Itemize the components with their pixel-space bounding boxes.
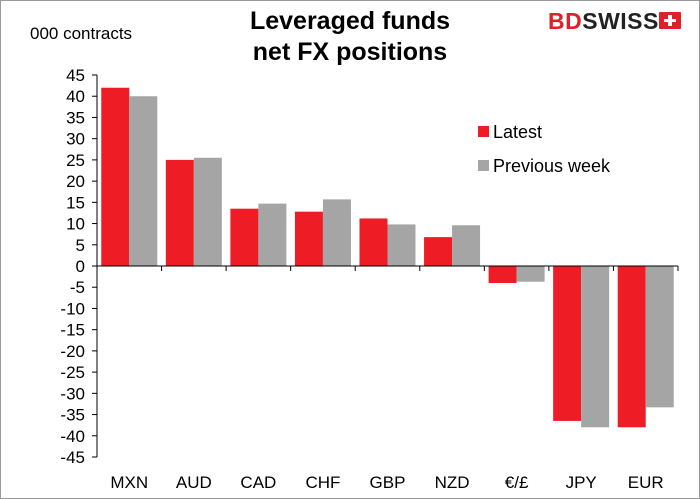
bar-gbp-previous <box>387 224 416 266</box>
y-tick-label: -15 <box>60 321 85 340</box>
bar-jpy-previous <box>581 266 610 428</box>
x-category-label: €/£ <box>505 473 529 492</box>
swiss-flag-icon <box>659 12 681 29</box>
y-tick-label: 15 <box>66 193 85 212</box>
y-tick-label: -10 <box>60 299 85 318</box>
bar-mxn-latest <box>101 87 130 266</box>
brand-logo: BDSWISS <box>548 8 659 35</box>
bar-jpy-latest <box>553 266 582 421</box>
legend-label-latest: Latest <box>493 122 542 142</box>
title-line-2: net FX positions <box>252 38 448 66</box>
y-tick-label: 10 <box>66 215 85 234</box>
bar-chf-previous <box>322 199 351 266</box>
x-category-label: JPY <box>566 473 597 492</box>
bar-nzd-previous <box>452 225 481 266</box>
brand-logo-part-1: BD <box>548 8 583 34</box>
x-category-label: NZD <box>435 473 470 492</box>
y-tick-label: -20 <box>60 342 85 361</box>
y-tick-label: -25 <box>60 363 85 382</box>
legend-label-previous: Previous week <box>493 156 611 176</box>
y-tick-label: -40 <box>60 427 85 446</box>
y-tick-label: -5 <box>70 278 85 297</box>
y-tick-label: 35 <box>66 108 85 127</box>
bar-cad-previous <box>258 203 287 266</box>
chart-title: Leveraged funds net FX positions <box>190 6 510 68</box>
bar-xxx-latest <box>488 266 517 283</box>
bar-eur-latest <box>617 266 646 428</box>
bar-mxn-previous <box>129 96 158 266</box>
y-tick-label: 40 <box>66 87 85 106</box>
y-tick-label: 0 <box>76 257 85 276</box>
bar-aud-previous <box>193 157 222 266</box>
y-tick-label: 25 <box>66 151 85 170</box>
y-tick-label: -30 <box>60 384 85 403</box>
title-line-1: Leveraged funds <box>249 7 451 35</box>
y-tick-label: -35 <box>60 406 85 425</box>
bar-eur-previous <box>645 266 674 408</box>
y-tick-label: 30 <box>66 130 85 149</box>
x-category-label: CHF <box>305 473 340 492</box>
y-tick-label: 45 <box>66 66 85 85</box>
x-category-label: GBP <box>370 473 406 492</box>
x-category-label: MXN <box>110 473 148 492</box>
x-category-label: CAD <box>240 473 276 492</box>
legend-swatch-previous <box>478 160 489 171</box>
y-tick-label: 5 <box>76 236 85 255</box>
bar-gbp-latest <box>359 218 388 266</box>
bar-xxx-previous <box>516 266 545 282</box>
legend-swatch-latest <box>478 126 489 137</box>
y-tick-label: -45 <box>60 448 85 467</box>
y-axis-unit-label: 000 contracts <box>30 24 133 43</box>
x-category-label: EUR <box>628 473 664 492</box>
y-tick-label: 20 <box>66 172 85 191</box>
bar-aud-latest <box>165 159 194 266</box>
bar-chf-latest <box>294 211 323 266</box>
bar-cad-latest <box>230 208 259 266</box>
brand-logo-part-2: SWISS <box>582 8 659 34</box>
x-category-label: AUD <box>176 473 212 492</box>
bar-nzd-latest <box>424 237 453 266</box>
